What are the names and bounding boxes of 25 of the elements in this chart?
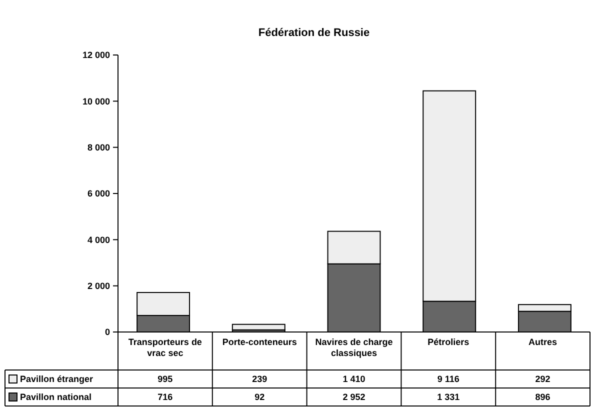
data-label: 239 <box>252 374 268 384</box>
data-label: 896 <box>535 392 550 402</box>
x-tick-label: Autres <box>528 337 558 347</box>
legend-label: Pavillon national <box>20 392 92 402</box>
data-label: 716 <box>158 392 173 402</box>
data-label: 92 <box>254 392 265 402</box>
y-tick-label: 6 000 <box>87 188 110 199</box>
data-label: 995 <box>158 374 173 384</box>
legend-label: Pavillon étranger <box>20 374 94 384</box>
y-tick-label: 4 000 <box>87 234 110 245</box>
y-tick-label: 10 000 <box>82 96 110 106</box>
y-tick-label: 2 000 <box>87 280 110 291</box>
y-tick-label: 12 000 <box>82 50 110 60</box>
data-label: 292 <box>535 374 550 384</box>
x-tick-label: Porte-conteneurs <box>222 337 297 347</box>
y-tick-label: 8 000 <box>87 142 110 152</box>
x-tick-label: Transporteurs de vrac sec <box>128 337 202 358</box>
chart-title: Fédération de Russie <box>258 27 370 39</box>
y-tick-label: 0 <box>104 327 110 338</box>
data-label: 1 331 <box>437 392 460 402</box>
x-tick-label: Navires de charge classiques <box>315 337 393 358</box>
x-tick-label: Pétroliers <box>428 337 470 347</box>
data-label: 9 116 <box>437 374 460 384</box>
data-label: 1 410 <box>342 374 366 384</box>
data-label: 2 952 <box>342 392 366 402</box>
